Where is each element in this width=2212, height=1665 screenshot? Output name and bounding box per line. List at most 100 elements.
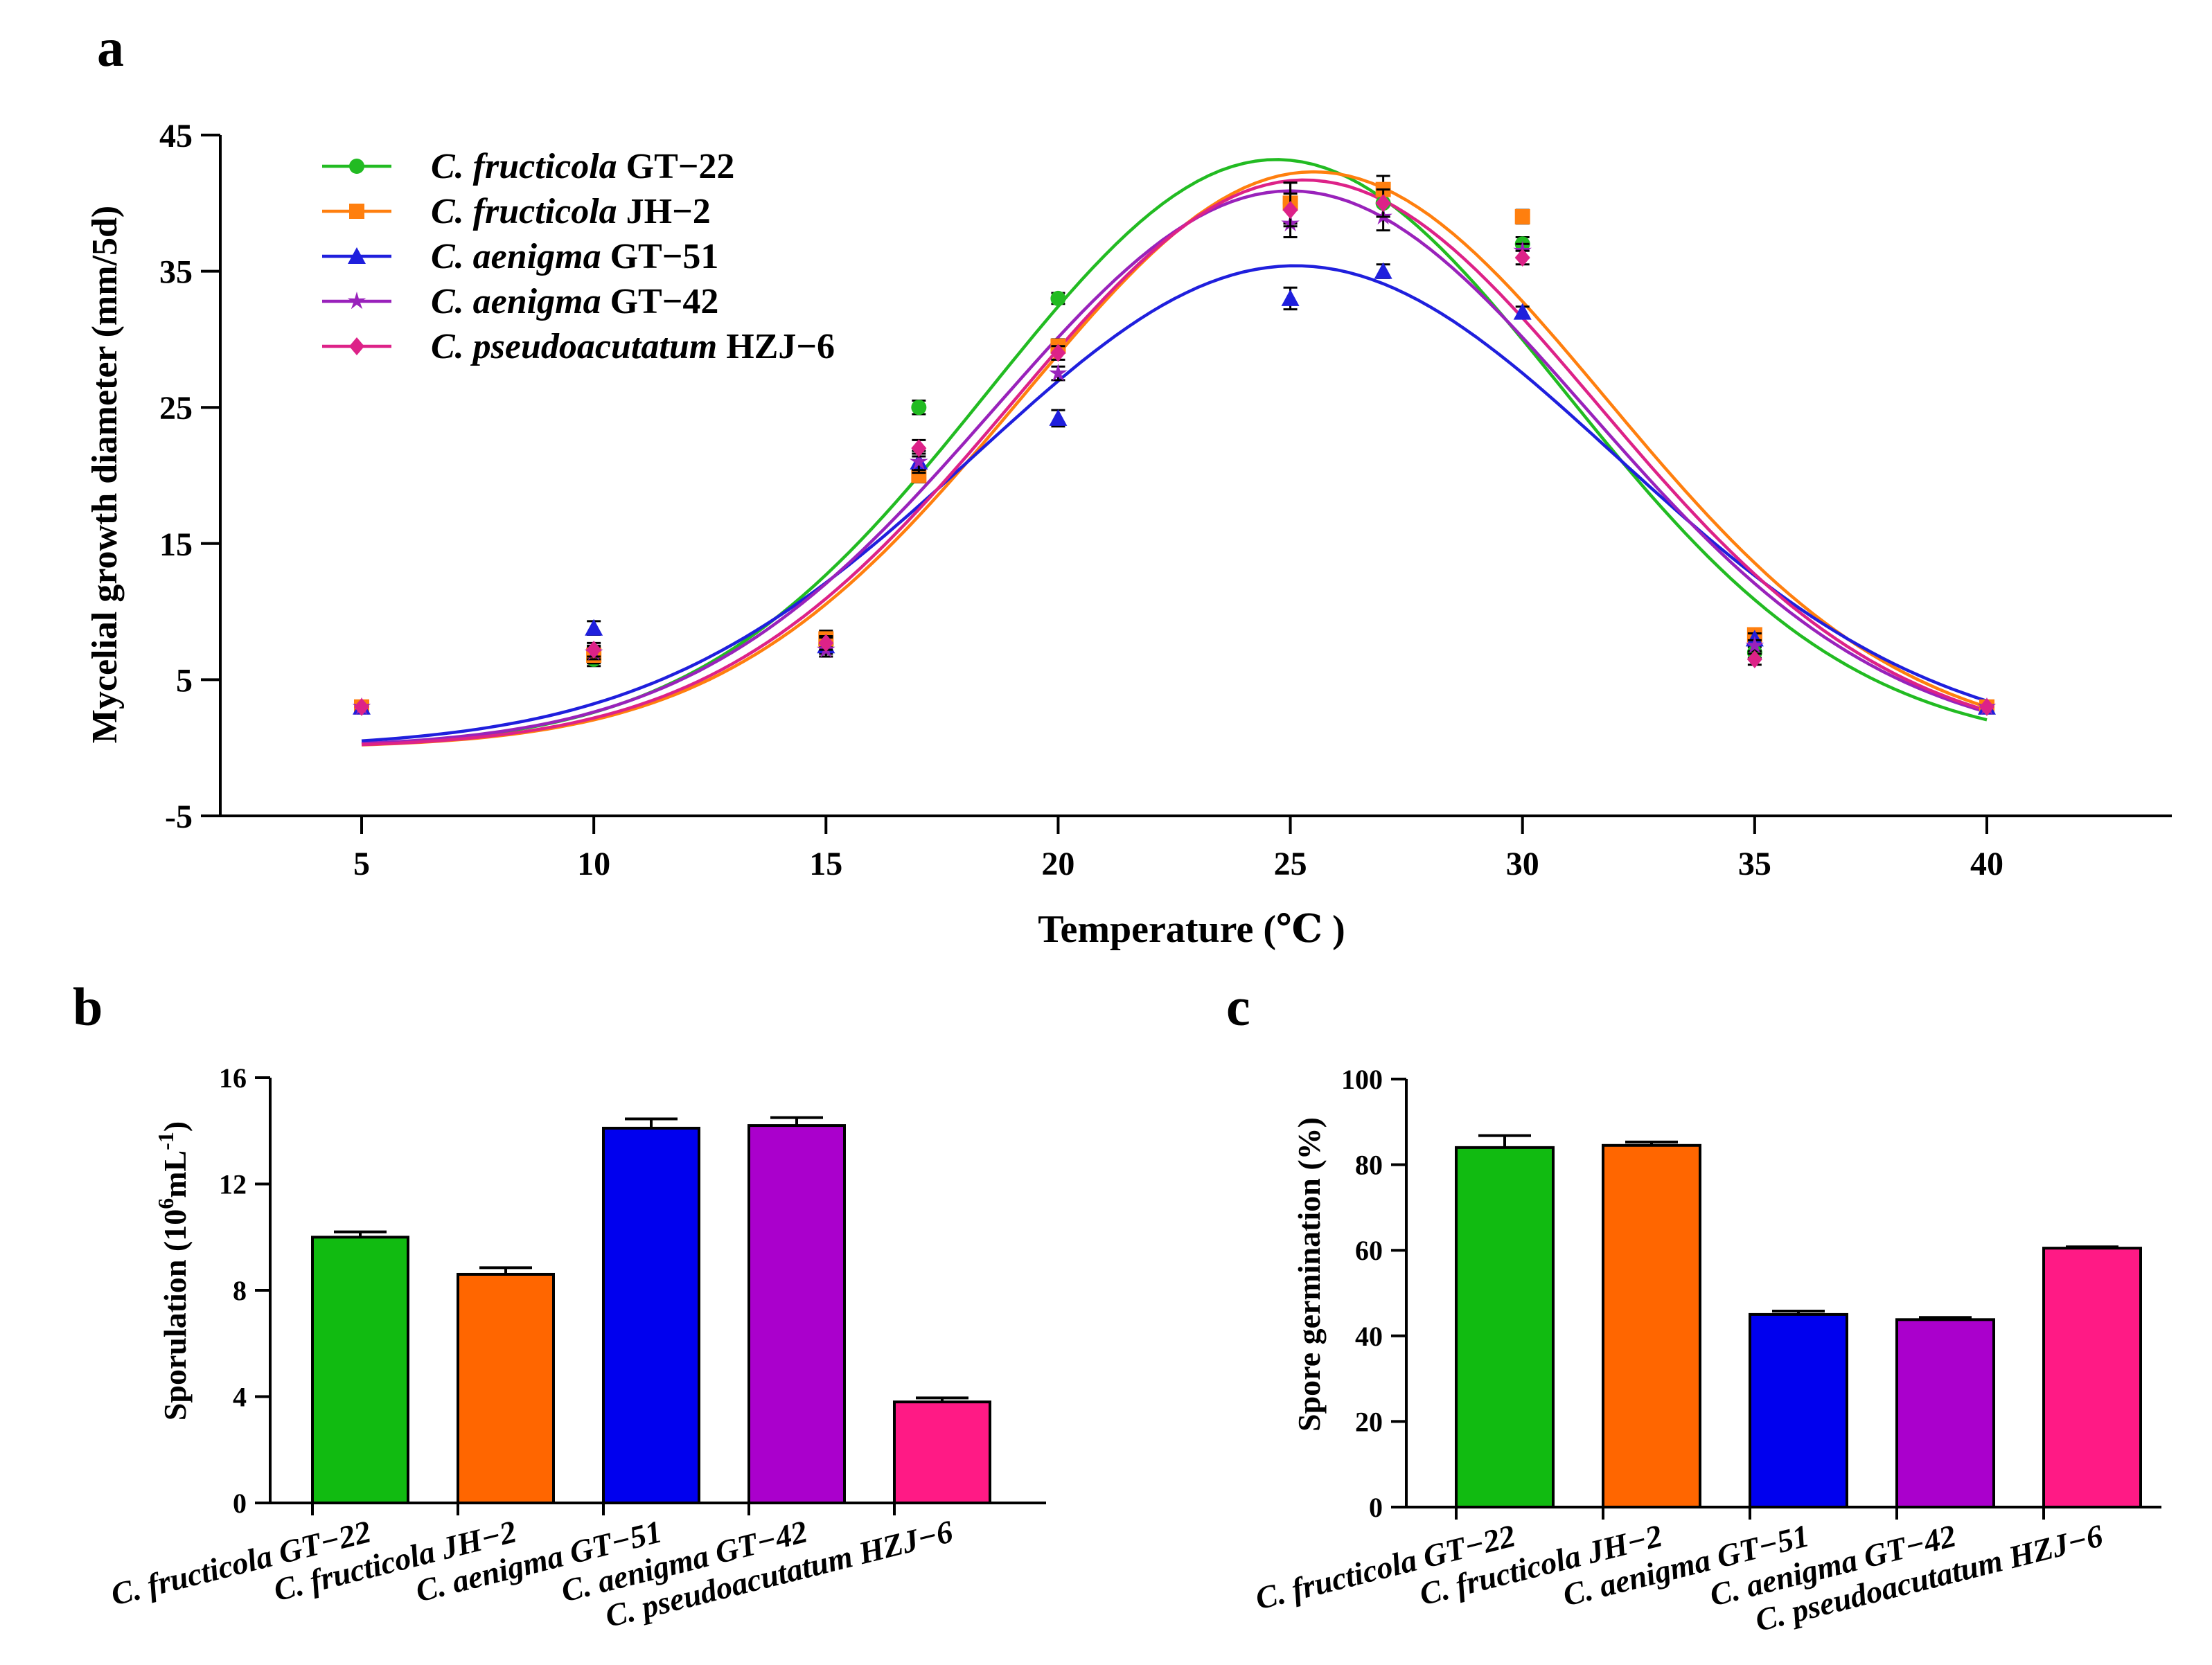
y-tick-label-3: 60 [1355, 1235, 1383, 1266]
bar-chart-panel-b: 0 4 8 12 16 C. fructicola GT−22C. fructicola… [107, 1062, 1046, 1634]
x-tick-label-0: 5 [353, 846, 370, 882]
bar-error-2 [1772, 1309, 1825, 1315]
fit-curve-GT−51 [361, 264, 1988, 742]
category-labels-b: C. fructicola GT−22C. fructicola JH−2C. … [107, 1513, 956, 1634]
data-point-HZJ−6 [818, 634, 834, 652]
data-point-JH−2 [911, 468, 927, 483]
data-points [352, 175, 1997, 716]
bar-error-2 [625, 1117, 678, 1128]
bar-error-3 [770, 1116, 823, 1126]
axes-a: -5 5 15 25 35 45 5 10 15 20 25 30 35 40 [159, 118, 2172, 882]
legend-item-GT−22: C. fructicola GT−22 [322, 147, 734, 186]
data-point-JH−2 [1514, 208, 1530, 224]
x-tick-label-6: 35 [1738, 846, 1771, 882]
y-tick-label-4: 16 [219, 1062, 247, 1094]
bar-error-0 [1478, 1134, 1531, 1148]
data-point-GT−51 [585, 618, 603, 636]
bar-2 [602, 1126, 700, 1504]
bar-2 [1749, 1312, 1848, 1509]
data-point-HZJ−6 [354, 697, 369, 716]
bar-1 [457, 1272, 555, 1504]
data-point-GT−42 [910, 452, 928, 470]
x-tick-label-1: 10 [577, 846, 610, 882]
data-point-HZJ−6 [1746, 650, 1762, 668]
y-tick-label-1: 5 [176, 662, 193, 699]
y-tick-label-5: 100 [1341, 1064, 1383, 1095]
y-tick-label-0: -5 [165, 799, 193, 835]
legend-label: C. aenigma GT−51 [431, 237, 718, 276]
data-point-HZJ−6 [1514, 248, 1530, 267]
y-axis-label-b: Sporulation (106mL-1) [153, 1121, 193, 1421]
y-axis-label: Mycelial growth diameter (mm/5d) [85, 206, 125, 743]
bar-3 [747, 1124, 846, 1504]
x-tick-label-3: 20 [1041, 846, 1074, 882]
y-tick-label-3: 25 [159, 390, 193, 427]
fit-curve-HZJ−6 [361, 178, 1988, 747]
legend: C. fructicola GT−22 C. fructicola JH−2 C. … [322, 147, 835, 366]
data-point-GT−51 [1513, 303, 1532, 320]
legend-item-GT−42: C. aenigma GT−42 [322, 282, 718, 321]
bar-0 [1455, 1146, 1555, 1508]
data-point-HZJ−6 [1375, 194, 1391, 213]
bar-4 [2042, 1247, 2142, 1508]
data-point-GT−22 [1050, 290, 1066, 306]
x-tick-label-5: 30 [1506, 846, 1539, 882]
y-axis-label-c: Spore germination (%) [1291, 1117, 1327, 1432]
line-chart-panel-a: -5 5 15 25 35 45 5 10 15 20 25 30 35 40 C. fructicola… [85, 118, 2172, 951]
legend-marker [349, 337, 364, 355]
bars-c [1455, 1134, 2142, 1509]
legend-label: C. aenigma GT−42 [431, 282, 718, 321]
data-point-GT−42 [1745, 636, 1764, 654]
fit-curves [361, 158, 1988, 747]
y-tick-label-4: 35 [159, 254, 193, 291]
bar-3 [1895, 1318, 1995, 1509]
y-tick-label-2: 8 [233, 1275, 247, 1306]
bar-error-4 [916, 1396, 968, 1403]
legend-label: C. fructicola GT−22 [431, 147, 734, 186]
panel-label-c: c [1226, 977, 1250, 1037]
bar-error-1 [1625, 1140, 1678, 1146]
y-tick-label-0: 0 [233, 1488, 247, 1519]
y-tick-label-5: 45 [159, 118, 193, 154]
x-tick-label-7: 40 [1970, 846, 2003, 882]
x-tick-label-2: 15 [809, 846, 842, 882]
data-point-HZJ−6 [1979, 697, 1994, 716]
y-tick-label-3: 12 [219, 1169, 247, 1200]
x-tick-label-4: 25 [1274, 846, 1307, 882]
legend-item-HZJ−6: C. pseudoacutatum HZJ−6 [322, 327, 835, 366]
data-point-GT−51 [1281, 289, 1300, 306]
data-point-HZJ−6 [586, 641, 602, 659]
bar-0 [311, 1236, 409, 1504]
bar-error-0 [334, 1230, 387, 1238]
bar-4 [893, 1400, 991, 1505]
legend-marker [349, 204, 364, 219]
category-labels-c: C. fructicola GT−22C. fructicola JH−2C. … [1252, 1517, 2106, 1638]
data-point-HZJ−6 [911, 439, 927, 458]
data-point-GT−42 [1049, 364, 1068, 382]
panel-label-a: a [97, 17, 124, 78]
bar-error-4 [2066, 1245, 2118, 1249]
bars-b [311, 1116, 991, 1505]
data-point-GT−51 [1374, 262, 1392, 279]
data-point-GT−22 [911, 400, 927, 416]
y-tick-label-1: 4 [233, 1382, 247, 1413]
bar-error-3 [1919, 1316, 1972, 1320]
data-point-GT−51 [1049, 409, 1068, 426]
y-tick-label-0: 0 [1369, 1492, 1383, 1523]
bar-1 [1602, 1143, 1701, 1509]
y-tick-label-2: 40 [1355, 1321, 1383, 1352]
data-point-HZJ−6 [1282, 201, 1298, 220]
data-point-HZJ−6 [1050, 344, 1066, 362]
legend-item-GT−51: C. aenigma GT−51 [322, 237, 718, 276]
bar-error-1 [479, 1266, 532, 1274]
legend-marker [348, 247, 366, 264]
bar-chart-panel-c: 0 20 40 60 80 100 C. fructicola GT−22C. fruct… [1252, 1064, 2161, 1638]
x-axis-label: Temperature (℃ ) [1038, 908, 1345, 951]
legend-marker [349, 159, 364, 174]
legend-item-JH−2: C. fructicola JH−2 [322, 192, 711, 231]
legend-label: C. pseudoacutatum HZJ−6 [431, 327, 835, 366]
legend-marker [347, 292, 366, 310]
y-tick-label-2: 15 [159, 526, 193, 563]
legend-label: C. fructicola JH−2 [431, 192, 711, 231]
